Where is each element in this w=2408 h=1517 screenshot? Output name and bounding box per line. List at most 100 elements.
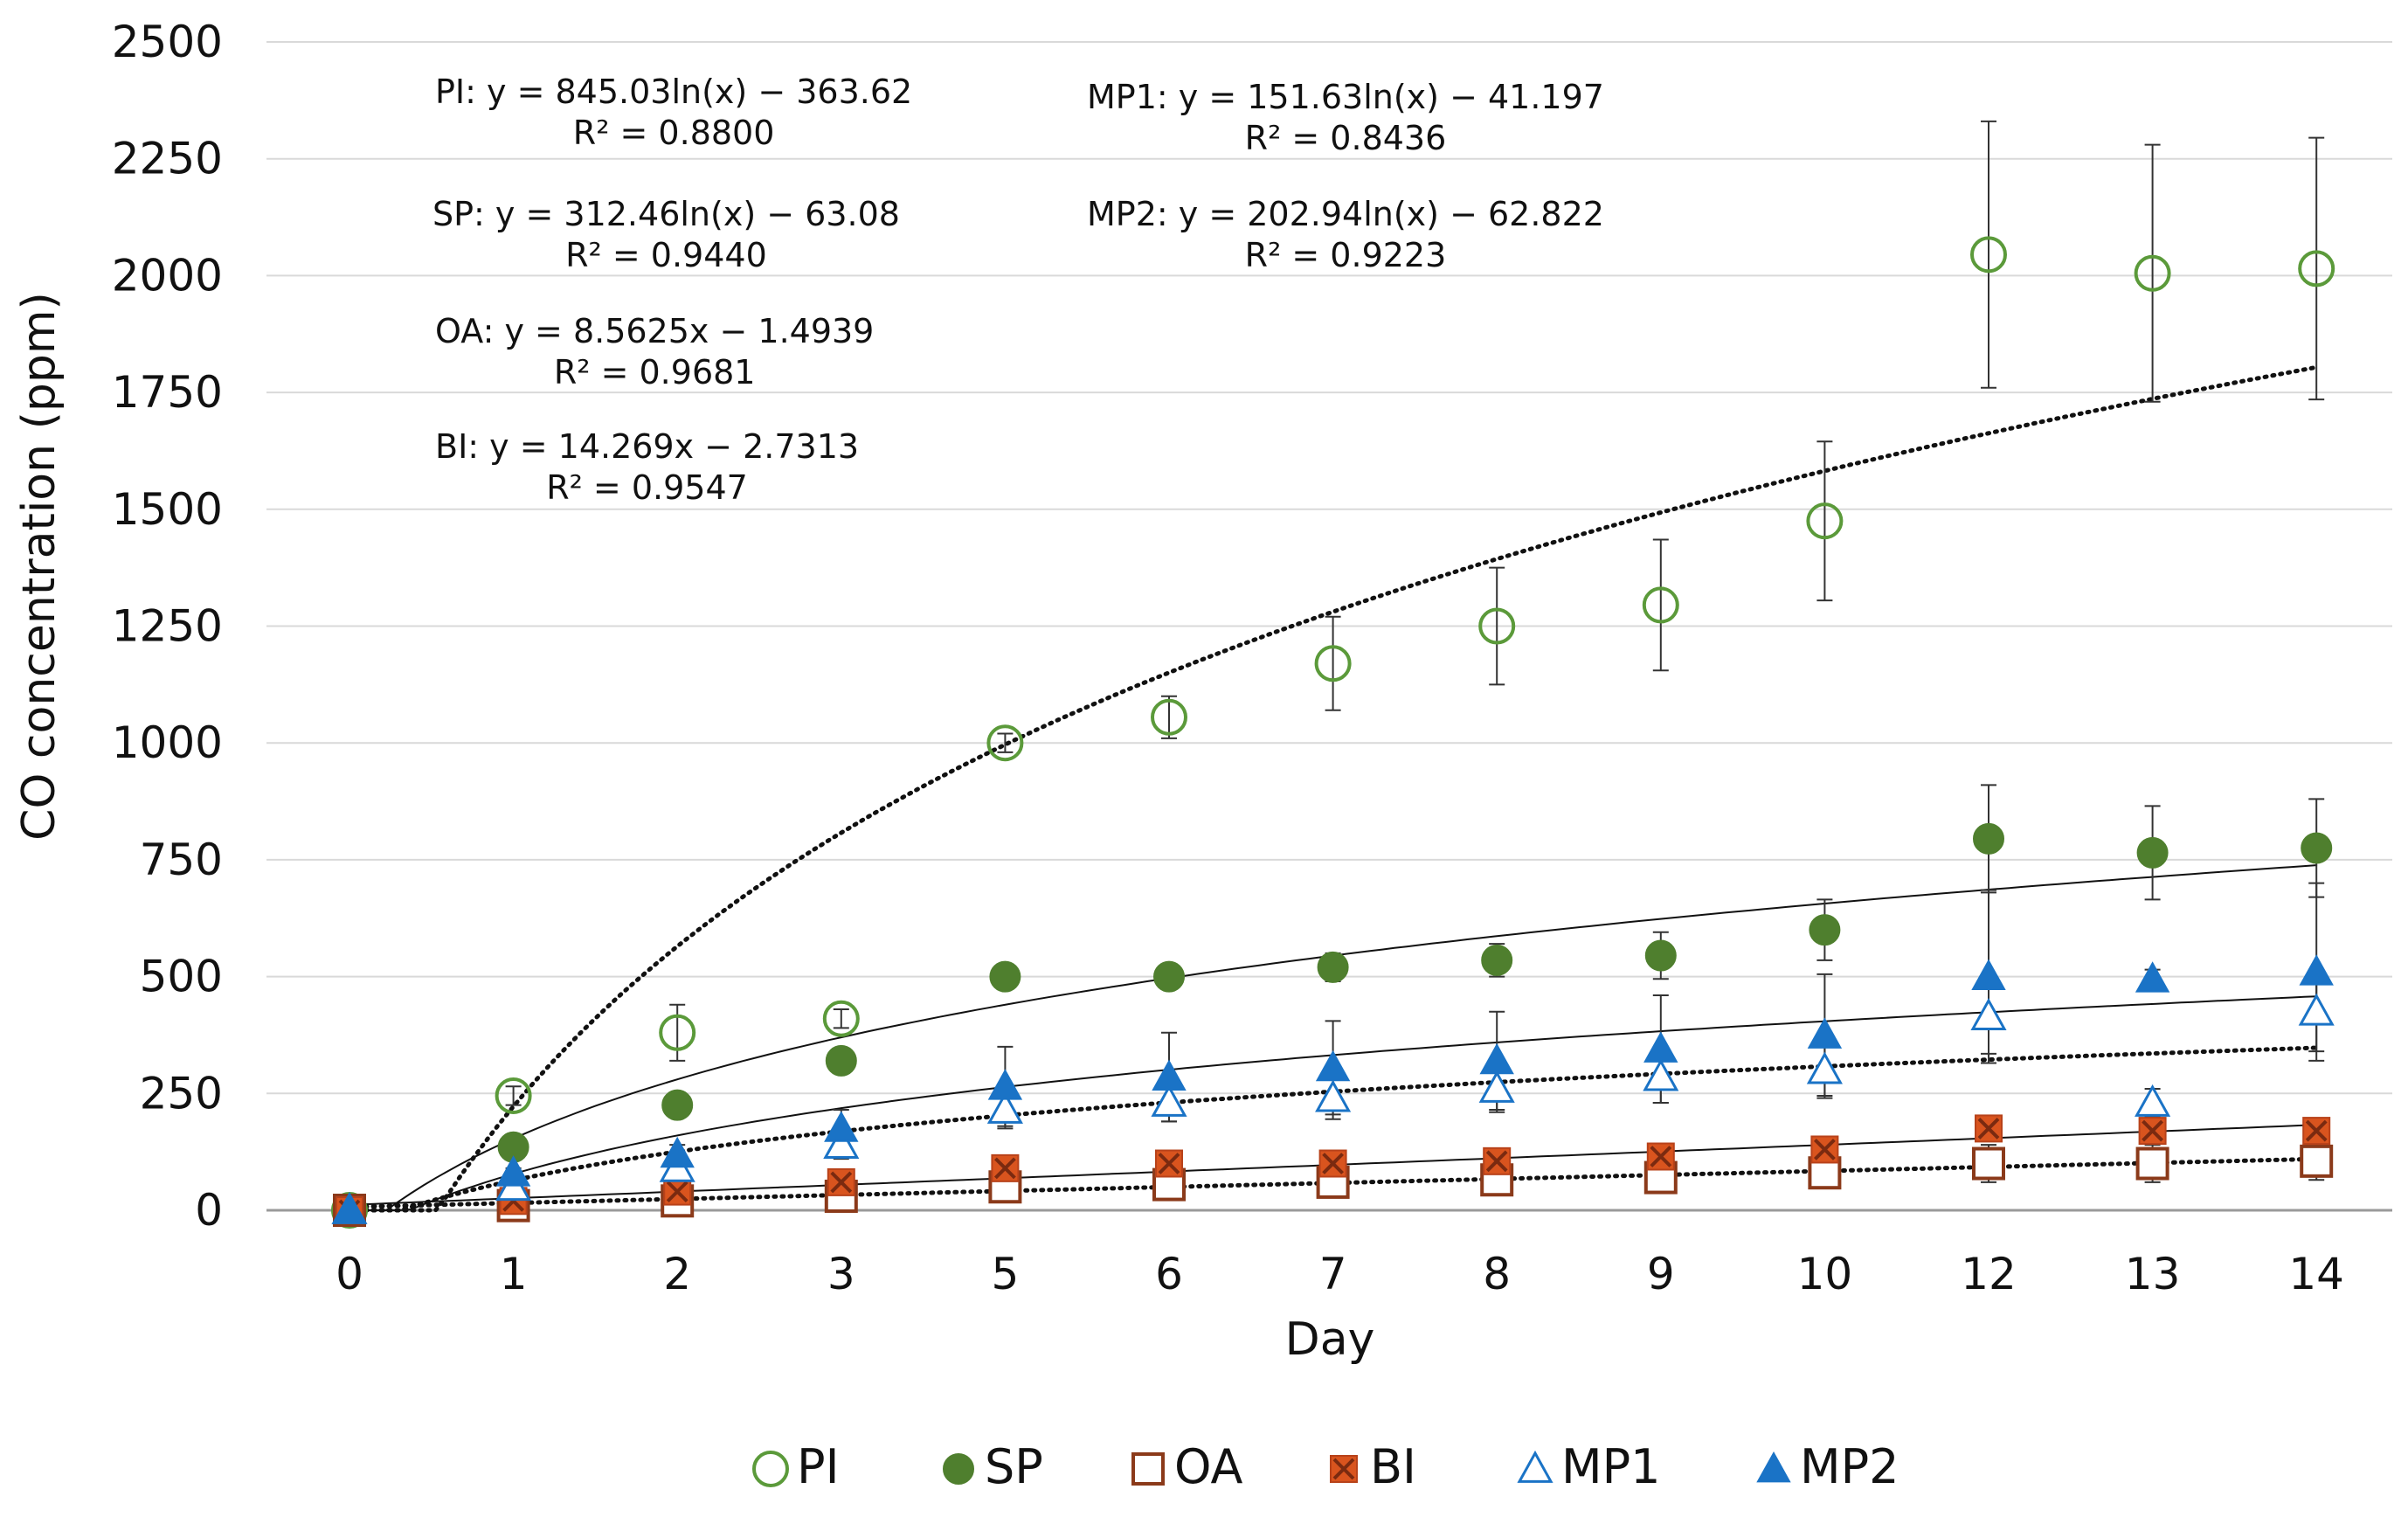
marker-shape — [1152, 1059, 1187, 1091]
point-mp2 — [1971, 959, 2006, 990]
legend-item-pi: PI — [752, 1439, 840, 1494]
marker-shape — [986, 724, 1024, 762]
equation-text: OA: y = 8.5625x − 1.4939 — [435, 312, 874, 350]
error-bars — [505, 120, 2325, 1209]
point-mp1 — [2135, 1084, 2171, 1117]
point-mp1 — [1643, 1058, 1679, 1091]
legend-label: OA — [1174, 1439, 1243, 1494]
marker-shape — [1756, 1451, 1791, 1483]
marker-shape — [1151, 1084, 1187, 1117]
marker-shape — [2135, 1084, 2171, 1117]
marker-cross — [1322, 1153, 1345, 1174]
marker-cross — [993, 1157, 1016, 1180]
marker-shape — [1517, 1450, 1553, 1483]
point-sp — [1481, 944, 1513, 976]
y-tick-label: 2250 — [112, 134, 223, 184]
point-sp — [1644, 939, 1677, 972]
point-mp1 — [1478, 1070, 1515, 1103]
marker-shape — [989, 960, 1021, 993]
point-mp1 — [986, 1091, 1023, 1124]
point-pi — [1478, 607, 1516, 645]
y-tick-label: 2000 — [112, 250, 223, 301]
marker-shape — [1643, 1031, 1678, 1063]
point-mp1 — [1151, 1084, 1187, 1117]
marker-cross — [666, 1181, 688, 1203]
marker-shape — [1478, 607, 1516, 645]
point-mp2 — [1643, 1031, 1678, 1063]
point-mp2 — [1479, 1043, 1514, 1075]
error-bar — [1161, 695, 1177, 739]
marker-shape — [332, 1192, 367, 1224]
marker-shape — [1479, 1043, 1514, 1075]
point-mp1 — [823, 1126, 860, 1160]
legend-marker — [1131, 1452, 1165, 1486]
x-tick-label: 9 — [1647, 1249, 1675, 1299]
y-tick-label: 1250 — [112, 601, 223, 652]
marker-shape — [659, 1014, 696, 1051]
point-pi — [1642, 586, 1679, 624]
marker-shape — [2301, 832, 2333, 864]
marker-shape — [1970, 997, 2007, 1030]
y-axis-title: CO concentration (ppm) — [13, 292, 66, 841]
marker-shape — [1973, 822, 2004, 855]
marker-shape — [660, 1136, 695, 1168]
x-tick-label: 14 — [2288, 1249, 2344, 1299]
legend-marker — [943, 1453, 974, 1485]
error-bar — [1652, 538, 1669, 672]
marker-cross — [2305, 1119, 2328, 1142]
point-sp — [1317, 951, 1349, 983]
point-mp2 — [660, 1136, 695, 1168]
x-tick-label: 3 — [827, 1249, 855, 1299]
legend-item-oa: OA — [1131, 1439, 1243, 1494]
equation-text: MP2: y = 202.94ln(x) − 62.822 — [1087, 195, 1604, 233]
point-sp — [825, 1044, 857, 1077]
point-mp2 — [987, 1069, 1023, 1100]
y-tick-label: 500 — [140, 952, 223, 1002]
x-tick-label: 0 — [336, 1249, 363, 1299]
marker-shape — [987, 1069, 1023, 1100]
point-mp1 — [1315, 1079, 1352, 1112]
point-mp2 — [2299, 954, 2334, 986]
marker-shape — [1317, 951, 1349, 983]
point-mp2 — [495, 1155, 531, 1187]
point-pi — [2134, 254, 2171, 292]
r-squared-text: R² = 0.8436 — [1245, 119, 1447, 157]
point-sp — [2136, 836, 2169, 869]
point-oa — [1972, 1146, 2005, 1181]
r-squared-text: R² = 0.9440 — [565, 236, 767, 274]
marker-cross — [2142, 1119, 2164, 1142]
point-pi — [1970, 236, 2007, 274]
marker-shape — [1314, 645, 1352, 682]
marker-shape — [495, 1155, 531, 1187]
point-sp — [661, 1089, 694, 1121]
y-tick-label: 250 — [140, 1068, 223, 1119]
point-pi — [986, 724, 1024, 762]
marker-shape — [2136, 836, 2169, 869]
marker-shape — [986, 1091, 1023, 1124]
marker-shape — [1807, 1017, 1843, 1049]
marker-cross — [1977, 1117, 2000, 1139]
r-squared-text: R² = 0.9223 — [1245, 236, 1447, 274]
point-bi — [991, 1153, 1020, 1182]
marker-shape — [1809, 914, 1841, 946]
x-tick-label: 6 — [1155, 1249, 1183, 1299]
point-bi — [1646, 1142, 1675, 1171]
equation-text: SP: y = 312.46ln(x) − 63.08 — [432, 195, 900, 233]
equation-text: PI: y = 845.03ln(x) − 363.62 — [435, 73, 912, 111]
marker-shape — [2298, 250, 2335, 287]
y-tick-label: 1750 — [112, 367, 223, 418]
marker-shape — [495, 1077, 532, 1114]
point-mp2 — [2135, 961, 2170, 993]
point-mp1 — [1970, 997, 2007, 1030]
trendline-pi — [347, 364, 2319, 1213]
point-mp2 — [824, 1111, 859, 1142]
point-bi — [1810, 1135, 1839, 1164]
y-axis-ticks: 0 250 500 750 1000 1250 1500 1750 2000 2250 2500 — [112, 17, 223, 1236]
data-points — [331, 236, 2335, 1229]
point-bi — [1318, 1149, 1347, 1178]
marker-shape — [1642, 586, 1679, 624]
legend-label: SP — [985, 1439, 1043, 1494]
